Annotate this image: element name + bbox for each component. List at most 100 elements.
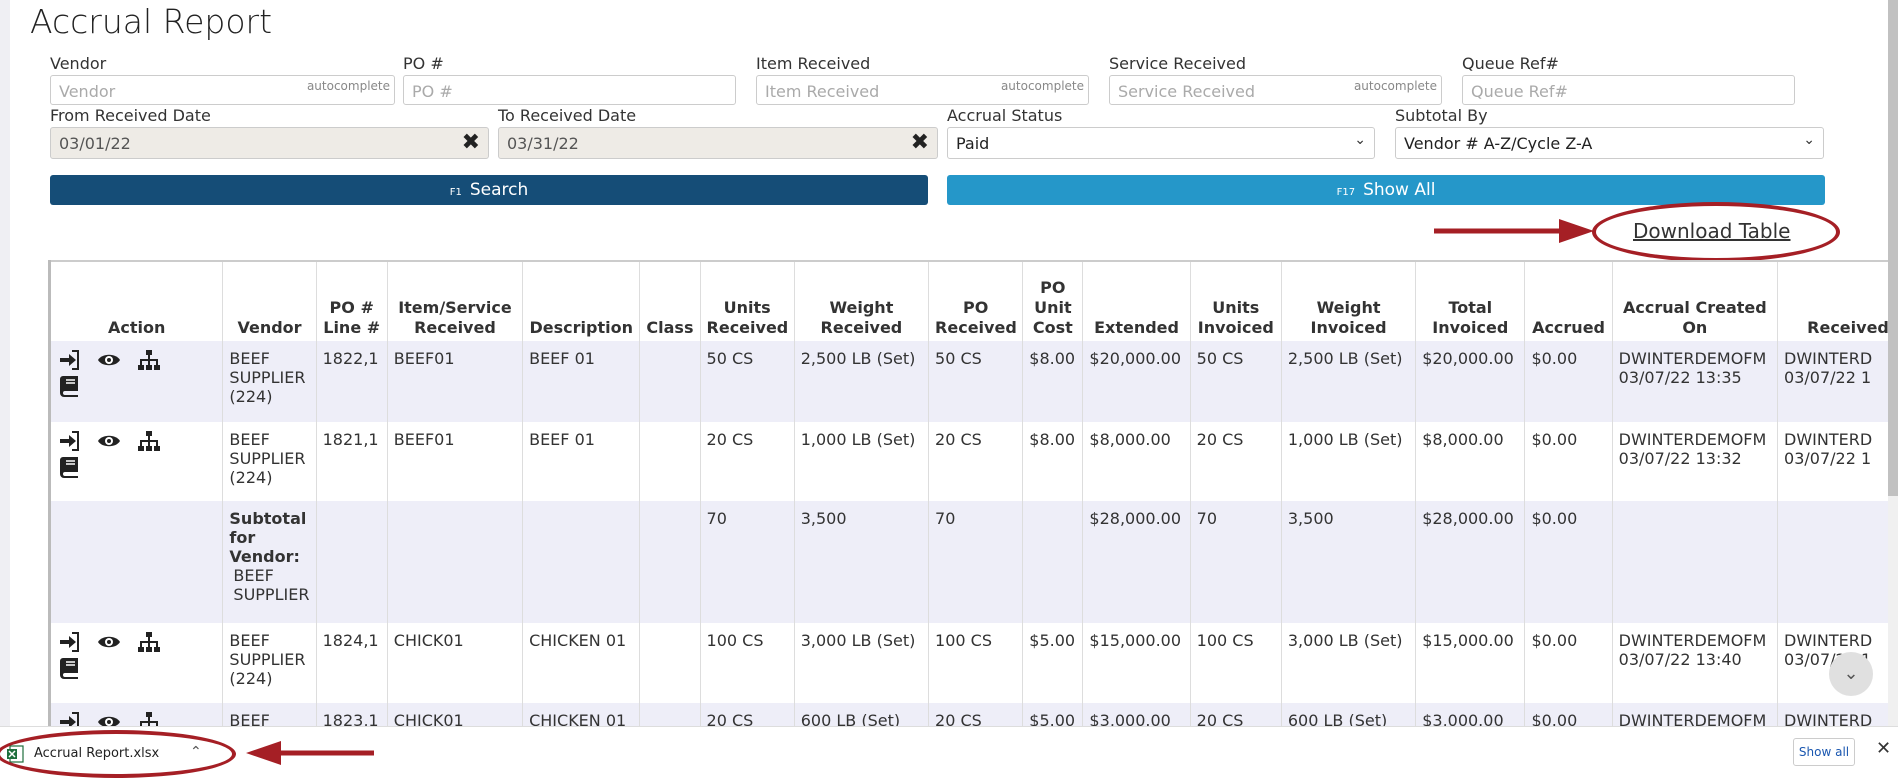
item-filter: Item Received Item Received autocomplete (756, 54, 1089, 105)
column-header[interactable]: Item/Service Received (386, 260, 523, 341)
column-header[interactable]: Description (522, 260, 640, 341)
report-page: Accrual Report Vendor Vendor autocomplet… (10, 0, 1888, 726)
column-header[interactable]: Vendor (222, 260, 317, 341)
service-input[interactable]: Service Received autocomplete (1109, 75, 1442, 105)
hierarchy-icon[interactable] (137, 430, 165, 452)
search-button-label: Search (469, 180, 529, 200)
accrual-status-select[interactable]: Paid ⌄ (947, 127, 1375, 159)
hierarchy-icon[interactable] (137, 631, 165, 653)
to-date-label: To Received Date (498, 106, 637, 125)
class-cell (639, 422, 701, 501)
queue-input[interactable]: Queue Ref# (1462, 75, 1795, 105)
column-header[interactable]: Accrual Created On (1611, 260, 1778, 341)
extended-cell: $8,000.00 (1082, 422, 1191, 501)
item-cell: BEEF01 (386, 341, 523, 422)
vendor-filter: Vendor Vendor autocomplete (50, 54, 395, 105)
page-scrollbar-thumb[interactable] (1888, 0, 1898, 496)
created-date: 03/07/22 13:32 (1618, 449, 1742, 468)
description-cell: BEEF 01 (522, 422, 640, 501)
action-cell (47, 703, 223, 726)
units-invoiced-cell: 20 CS (1189, 422, 1282, 501)
book-icon[interactable] (57, 375, 85, 397)
book-icon[interactable] (57, 657, 85, 679)
page-scrollbar-track[interactable] (1888, 496, 1898, 726)
weight-received-cell: 3,500 (793, 501, 929, 623)
chevron-down-icon: ⌄ (1803, 132, 1815, 148)
subtotal-vendor-name: BEEF SUPPLIER (233, 566, 310, 604)
scroll-down-button[interactable]: ⌄ (1829, 652, 1873, 696)
hierarchy-icon[interactable] (137, 711, 165, 726)
created-date: 03/07/22 13:40 (1618, 650, 1742, 669)
annotation-ellipse-file (0, 730, 236, 778)
units-invoiced-cell: 70 (1189, 501, 1282, 623)
book-icon[interactable] (57, 456, 85, 478)
column-header[interactable]: Action (47, 260, 223, 341)
from-date-input[interactable]: 03/01/22 ✖ (50, 127, 489, 159)
show-all-shortcut-key: F17 (1336, 187, 1356, 198)
sign-in-icon[interactable] (57, 711, 85, 726)
received-cell: DWINTERD 03/07/22 1 (1777, 341, 1888, 422)
service-label: Service Received (1109, 54, 1247, 73)
item-autocomplete-hint: autocomplete (1000, 79, 1084, 93)
column-header[interactable]: PO # Line # (315, 260, 388, 341)
weight-received-cell: 2,500 LB (Set) (793, 341, 929, 422)
vendor-autocomplete-hint: autocomplete (306, 79, 390, 93)
weight-invoiced-cell: 600 LB (Set) (1280, 703, 1416, 726)
sign-in-icon[interactable] (57, 631, 85, 653)
weight-invoiced-cell: 2,500 LB (Set) (1280, 341, 1416, 422)
search-button[interactable]: F1 Search (50, 175, 928, 205)
eye-icon[interactable] (97, 631, 125, 653)
service-autocomplete-hint: autocomplete (1353, 79, 1437, 93)
vendor-input[interactable]: Vendor autocomplete (50, 75, 395, 105)
po-input[interactable]: PO # (403, 75, 736, 105)
accrual-status-value: Paid (956, 134, 990, 153)
created-by: DWINTERDEMOFM (1618, 430, 1767, 449)
eye-icon[interactable] (97, 349, 125, 371)
subtotal-by-select[interactable]: Vendor # A-Z/Cycle Z-A ⌄ (1395, 127, 1824, 159)
weight-invoiced-cell: 3,500 (1280, 501, 1416, 623)
service-placeholder: Service Received (1118, 82, 1256, 101)
po-label: PO # (403, 54, 444, 73)
column-header[interactable]: Class (639, 260, 701, 341)
accrued-cell: $0.00 (1524, 703, 1613, 726)
column-header[interactable]: Weight Received (793, 260, 929, 341)
po-received-cell: 50 CS (928, 341, 1023, 422)
column-header[interactable]: Received (1777, 260, 1888, 341)
column-header[interactable]: Units Invoiced (1189, 260, 1282, 341)
description-cell: BEEF 01 (522, 341, 640, 422)
table-row: BEEF SUPPLIER (224) 1822,1 BEEF01 BEEF 0… (47, 341, 1888, 422)
close-icon[interactable]: ✕ (1876, 738, 1892, 759)
received-cell (1777, 501, 1888, 623)
clear-from-date-icon[interactable]: ✖ (461, 130, 480, 155)
column-header[interactable]: Accrued (1524, 260, 1613, 341)
received-cell: DWINTERD (1777, 703, 1888, 726)
item-input[interactable]: Item Received autocomplete (756, 75, 1089, 105)
column-header[interactable]: Weight Invoiced (1280, 260, 1416, 341)
created-on-cell (1611, 501, 1778, 623)
eye-icon[interactable] (97, 711, 125, 726)
to-date-input[interactable]: 03/31/22 ✖ (498, 127, 938, 159)
column-header[interactable]: Extended (1082, 260, 1191, 341)
column-header[interactable]: Total Invoiced (1415, 260, 1525, 341)
sign-in-icon[interactable] (57, 349, 85, 371)
column-header[interactable]: PO Received (928, 260, 1023, 341)
item-cell: CHICK01 (386, 623, 523, 703)
created-on-cell: DWINTERDEMOFM (1611, 703, 1778, 726)
item-placeholder: Item Received (765, 82, 880, 101)
action-cell (47, 422, 223, 501)
description-cell: CHICKEN 01 (522, 623, 640, 703)
show-all-button[interactable]: F17 Show All (947, 175, 1825, 205)
column-header[interactable]: Units Received (699, 260, 795, 341)
po-line-cell: 1823,1 (315, 703, 388, 726)
eye-icon[interactable] (97, 430, 125, 452)
download-table-link[interactable]: Download Table (1633, 219, 1791, 243)
column-header[interactable]: PO Unit Cost (1022, 260, 1083, 341)
weight-received-cell: 1,000 LB (Set) (793, 422, 929, 501)
show-all-downloads-button[interactable]: Show all (1793, 738, 1855, 766)
po-line-cell (315, 501, 388, 623)
clear-to-date-icon[interactable]: ✖ (910, 130, 929, 155)
received-cell: DWINTERD 03/07/22 1 (1777, 422, 1888, 501)
sign-in-icon[interactable] (57, 430, 85, 452)
hierarchy-icon[interactable] (137, 349, 165, 371)
units-invoiced-cell: 100 CS (1189, 623, 1282, 703)
